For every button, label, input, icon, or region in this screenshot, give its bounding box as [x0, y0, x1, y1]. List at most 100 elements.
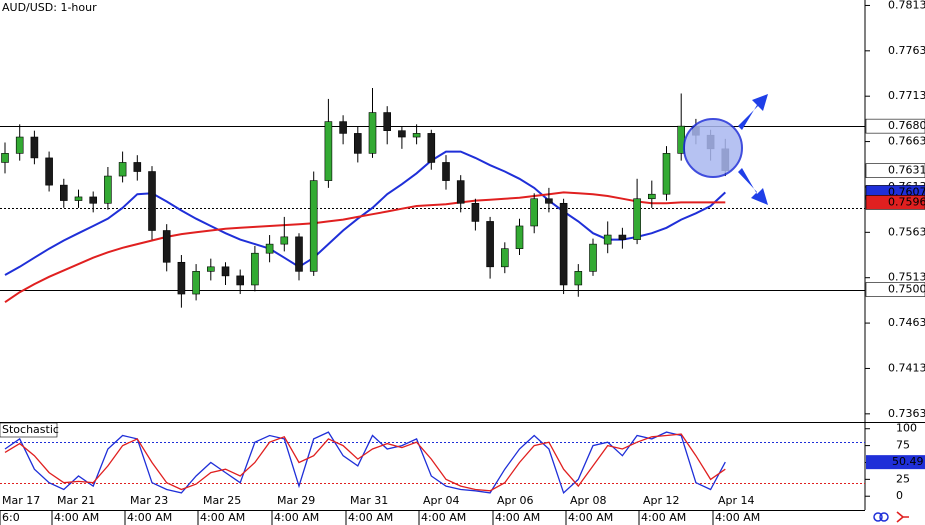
candle-body	[368, 112, 377, 154]
candle-body	[30, 136, 39, 159]
date-label: Apr 06	[497, 494, 534, 507]
candle-body	[339, 121, 347, 134]
candle-body	[589, 243, 597, 272]
time-label: 4:00 AM	[54, 511, 99, 524]
candle-body	[45, 157, 53, 186]
candle-body	[148, 171, 156, 231]
price-tag-label: 0.7631	[888, 164, 925, 177]
candle-body	[574, 271, 583, 286]
candle-body	[515, 225, 524, 249]
candle-body	[89, 196, 97, 204]
price-tag	[865, 282, 925, 297]
candle-body	[633, 198, 641, 240]
candle-body	[324, 121, 333, 181]
candle-body	[162, 230, 171, 263]
link-icon[interactable]	[873, 512, 883, 522]
time-label: 4:00 AM	[568, 511, 613, 524]
y-tick-label: 0.7813	[888, 0, 925, 11]
candle-body	[74, 196, 83, 201]
time-label: 4:00 AM	[127, 511, 172, 524]
price-tag	[865, 118, 925, 134]
date-label: Apr 04	[423, 494, 460, 507]
moving-average	[4, 191, 726, 304]
time-label: 4:00 AM	[421, 511, 466, 524]
candle-body	[133, 162, 142, 172]
y-tick-label: 0.7663	[888, 135, 925, 148]
link-icon-2	[879, 512, 889, 522]
candle-body	[442, 162, 450, 181]
chart-title: AUD/USD: 1-hour	[2, 1, 97, 14]
date-label: Mar 25	[203, 494, 241, 507]
candle-body	[1, 153, 9, 163]
candle-body	[280, 236, 289, 245]
candle-body	[647, 193, 656, 200]
time-label: 4:00 AM	[715, 511, 760, 524]
candle-body	[221, 266, 230, 277]
candle-body	[15, 136, 24, 154]
y-tick-label: 25	[896, 472, 910, 485]
stochastic-line	[4, 433, 726, 492]
candle-body	[559, 202, 568, 286]
y-tick-label: 0.7463	[888, 316, 925, 329]
indicator-label-box	[0, 422, 58, 438]
candle-body	[177, 261, 186, 295]
candle-body	[353, 133, 362, 154]
time-label: 4:00 AM	[641, 511, 686, 524]
date-label: Mar 23	[130, 494, 168, 507]
date-label: Apr 12	[643, 494, 680, 507]
price-tag	[865, 163, 925, 178]
title-bg	[0, 0, 98, 16]
candle-body	[486, 221, 494, 268]
highlight-circle	[683, 118, 743, 178]
date-label: Mar 31	[350, 494, 388, 507]
candle-body	[545, 198, 553, 204]
toolbar-icons[interactable]	[873, 511, 909, 523]
y-tick-label: 100	[896, 422, 917, 435]
price-tag-label: 50.49	[892, 455, 924, 468]
candle-body	[398, 130, 406, 138]
y-tick-label: 0.7713	[888, 89, 925, 102]
candle-body	[265, 243, 274, 254]
candle-body	[295, 236, 303, 272]
price-tag-label: 0.7680	[888, 119, 925, 132]
y-tick-label: 0.7563	[888, 225, 925, 238]
candle-body	[192, 271, 200, 295]
candle-body	[456, 180, 465, 204]
candle-body	[251, 252, 259, 286]
price-tag-label: 0.7500	[888, 283, 925, 296]
scroll-icon[interactable]	[896, 511, 909, 523]
time-label: 4:00 AM	[274, 511, 319, 524]
candle-body	[603, 234, 612, 245]
time-label: 6:0	[2, 511, 20, 524]
time-label: 4:00 AM	[348, 511, 393, 524]
time-label: 4:00 AM	[200, 511, 245, 524]
candle-body	[59, 184, 68, 201]
candle-body	[207, 266, 215, 272]
date-label: Mar 17	[2, 494, 40, 507]
candle-body	[118, 162, 127, 177]
arrow-up	[738, 94, 768, 130]
candle-body	[309, 180, 318, 272]
candle-body	[427, 133, 436, 163]
price-tag-label: 0.7596	[888, 195, 925, 208]
candle-body	[236, 275, 244, 286]
candle-body	[530, 198, 539, 227]
y-tick-label: 0	[896, 489, 903, 502]
y-tick-label: 0.7513	[888, 271, 925, 284]
candle-body	[104, 175, 112, 204]
candle-body	[471, 202, 480, 222]
time-label: 4:00 AM	[495, 511, 540, 524]
candle-body	[383, 112, 392, 131]
y-tick-label: 0.7763	[888, 44, 925, 57]
candle-body	[412, 133, 421, 138]
candle-body	[500, 248, 509, 268]
arrow-down	[738, 168, 768, 205]
y-tick-label: 0.7413	[888, 361, 925, 374]
date-label: Apr 14	[718, 494, 755, 507]
date-label: Mar 21	[57, 494, 95, 507]
date-label: Mar 29	[277, 494, 315, 507]
price-tag	[865, 195, 925, 210]
